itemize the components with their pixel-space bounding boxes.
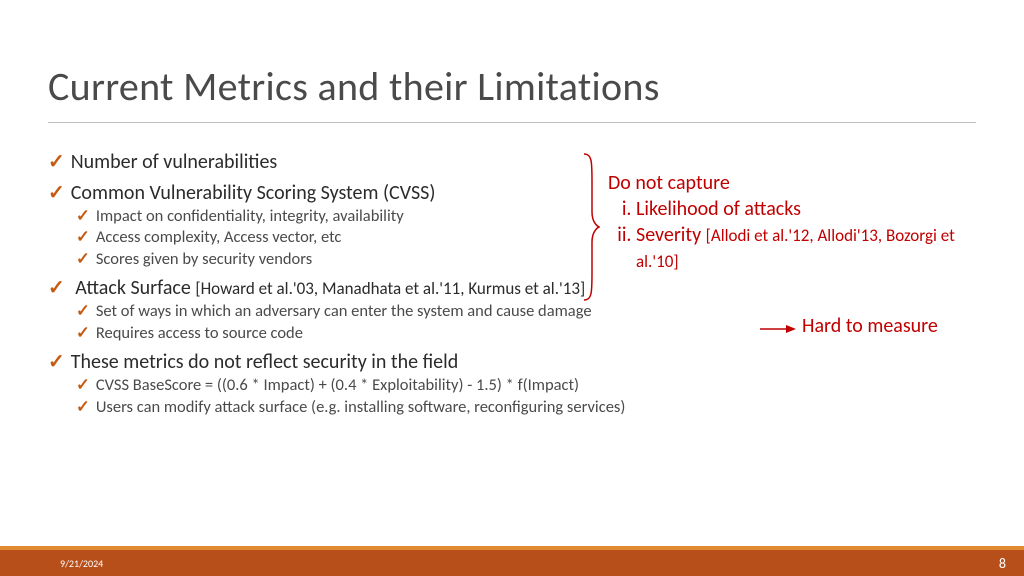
bullet-attack-surface: Attack Surface [Howard et al.'03, Manadh… [48, 276, 768, 301]
bullet-attack-surface-def: Set of ways in which an adversary can en… [76, 301, 768, 322]
arrow-icon [760, 322, 796, 336]
callout-severity: Severity [Allodi et al.'12, Allodi'13, B… [636, 222, 978, 274]
callout-header: Do not capture [608, 170, 978, 196]
slide: Current Metrics and their Limitations Nu… [0, 0, 1024, 576]
slide-title: Current Metrics and their Limitations [48, 62, 660, 111]
bullet-not-reflect: These metrics do not reflect security in… [48, 350, 768, 375]
footer-bar [0, 550, 1024, 576]
bullet-users-modify: Users can modify attack surface (e.g. in… [76, 397, 768, 418]
callout-do-not-capture: Do not capture Likelihood of attacks Sev… [608, 170, 978, 274]
bullet-attack-surface-source: Requires access to source code [76, 323, 768, 344]
callout-likelihood: Likelihood of attacks [636, 196, 978, 222]
attack-surface-citation: [Howard et al.'03, Manadhata et al.'11, … [195, 278, 585, 299]
attack-surface-label: Attack Surface [75, 276, 195, 300]
callout-severity-label: Severity [636, 223, 706, 247]
title-underline [48, 122, 976, 123]
page-number: 8 [999, 555, 1006, 572]
bullet-cvss-formula: CVSS BaseScore = ((0.6 * Impact) + (0.4 … [76, 375, 768, 396]
curly-brace [580, 152, 600, 302]
callout-hard-to-measure: Hard to measure [802, 314, 938, 338]
footer-date: 9/21/2024 [60, 557, 103, 570]
